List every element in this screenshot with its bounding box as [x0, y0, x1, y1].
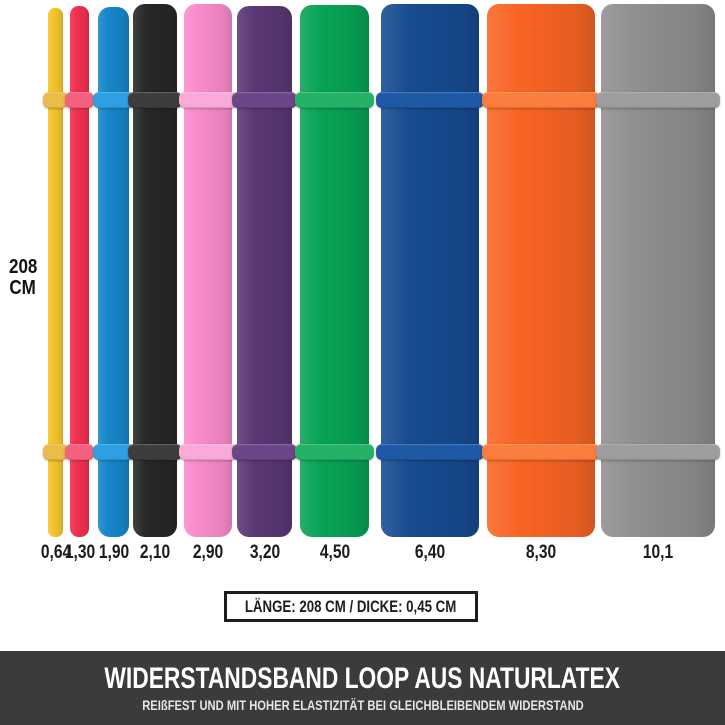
band-sleeve-top-navy: [376, 92, 484, 108]
band-sleeve-bottom-blue: [93, 444, 134, 460]
dimensions-box-text: LÄNGE: 208 CM / DICKE: 0,45 CM: [245, 596, 457, 616]
length-side-label-value: 208: [9, 256, 38, 278]
band-sleeve-bottom-purple: [232, 444, 297, 460]
band-thickness-label-black: 2,10: [139, 542, 171, 563]
band-sleeve-bottom-grey: [596, 444, 720, 460]
band-thickness-label-green: 4,50: [319, 542, 350, 563]
band-sleeve-top-purple: [232, 92, 297, 108]
resistance-band-red: [70, 6, 89, 537]
band-sleeve-bottom-black: [128, 444, 182, 460]
band-sleeve-top-green: [295, 92, 374, 108]
band-sleeve-top-yellow: [43, 92, 68, 108]
product-title: WIDERSTANDSBAND LOOP AUS NATURLATEX: [104, 662, 621, 695]
band-sleeve-bottom-orange: [482, 444, 600, 460]
band-sleeve-bottom-navy: [376, 444, 484, 460]
band-sleeve-top-red: [65, 92, 94, 108]
band-thickness-label-purple: 3,20: [249, 542, 280, 563]
length-side-label: 208 CM: [9, 256, 38, 299]
band-sleeve-bottom-red: [65, 444, 94, 460]
band-sleeve-top-pink: [179, 92, 237, 108]
band-sleeve-bottom-yellow: [43, 444, 68, 460]
band-sleeve-top-blue: [93, 92, 134, 108]
band-thickness-label-grey: 10,1: [642, 542, 674, 563]
band-sleeve-bottom-pink: [179, 444, 237, 460]
band-sleeve-top-grey: [596, 92, 720, 108]
band-thickness-label-yellow: 0,64: [40, 542, 71, 563]
product-subtitle: REIßFEST UND MIT HOHER ELASTIZITÄT BEI G…: [141, 697, 584, 713]
band-thickness-label-red: 1,30: [64, 542, 95, 563]
length-side-label-unit: CM: [9, 277, 36, 299]
band-sleeve-top-orange: [482, 92, 600, 108]
dimensions-box: LÄNGE: 208 CM / DICKE: 0,45 CM: [224, 591, 478, 622]
band-sleeve-top-black: [128, 92, 182, 108]
resistance-band-yellow: [48, 8, 63, 537]
band-thickness-label-orange: 8,30: [525, 542, 557, 563]
band-thickness-label-blue: 1,90: [98, 542, 129, 563]
band-thickness-label-pink: 2,90: [192, 542, 224, 563]
band-sleeve-bottom-green: [295, 444, 374, 460]
band-thickness-label-navy: 6,40: [414, 542, 446, 563]
product-banner: WIDERSTANDSBAND LOOP AUS NATURLATEX REIß…: [0, 651, 725, 725]
